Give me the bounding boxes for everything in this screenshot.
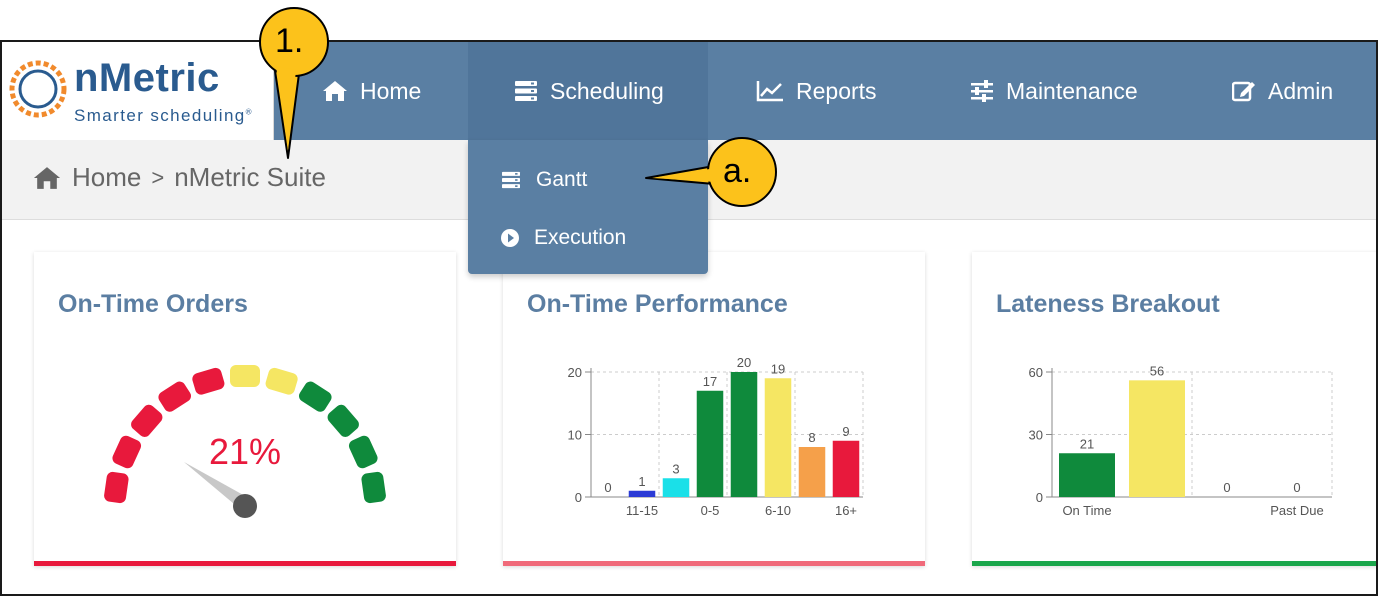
x-tick-label: 16+ <box>835 503 857 518</box>
ontime-performance-chart: 0 10 20 0 1 11-15 3 17 0-5 20 19 6-10 8 9 16+ <box>568 355 864 518</box>
scheduling-dropdown: Gantt Execution <box>468 140 708 274</box>
app-window: nMetric Smarter scheduling® Home Schedul… <box>0 40 1378 596</box>
gauge-hub <box>233 494 257 518</box>
y-tick-label: 20 <box>568 365 582 380</box>
y-tick-label: 30 <box>1029 428 1043 443</box>
y-tick-label: 0 <box>1036 490 1043 505</box>
nav-maintenance-label: Maintenance <box>1006 77 1138 104</box>
bar-value-label: 8 <box>808 430 815 445</box>
bar[interactable] <box>798 447 826 497</box>
gauge-segment <box>112 435 142 469</box>
nav-reports-label: Reports <box>796 77 877 104</box>
bar[interactable] <box>1059 453 1115 497</box>
bar[interactable] <box>730 372 758 497</box>
bar[interactable] <box>662 478 690 497</box>
play-circle-icon <box>501 229 519 247</box>
dropdown-item-gantt[interactable]: Gantt <box>500 168 587 192</box>
card-ontime-orders: On-Time Orders 21% <box>34 252 456 566</box>
breadcrumb: Home > nMetric Suite <box>32 162 326 193</box>
brand-tagline: Smarter scheduling® <box>74 106 253 125</box>
bar-value-label: 56 <box>1150 363 1164 378</box>
home-icon <box>323 81 347 101</box>
logo-ring-icon <box>9 60 67 118</box>
card-title: On-Time Orders <box>58 290 248 318</box>
nav-home[interactable]: Home <box>322 42 421 140</box>
callout-1 <box>259 7 329 159</box>
nav-maintenance[interactable]: Maintenance <box>970 42 1138 140</box>
nav-scheduling[interactable]: Scheduling <box>468 42 708 140</box>
bar-value-label: 21 <box>1080 436 1094 451</box>
brand-logo[interactable]: nMetric Smarter scheduling® <box>2 42 274 140</box>
gauge-segment <box>230 365 260 387</box>
callout-a-label: a. <box>723 152 752 190</box>
dropdown-item-execution[interactable]: Execution <box>500 226 626 250</box>
gauge-segment <box>299 381 332 412</box>
x-tick-label: On Time <box>1062 503 1111 518</box>
bar[interactable] <box>696 390 724 497</box>
x-tick-label: 6-10 <box>765 503 791 518</box>
bar[interactable] <box>1129 380 1185 497</box>
card-accent-bar <box>34 561 456 566</box>
bar-value-label: 3 <box>672 461 679 476</box>
bar[interactable] <box>832 440 860 497</box>
nav-scheduling-label: Scheduling <box>550 77 664 104</box>
top-navbar: nMetric Smarter scheduling® Home Schedul… <box>2 42 1376 140</box>
gauge-chart: 21% <box>104 365 386 518</box>
nav-admin[interactable]: Admin <box>1232 42 1333 140</box>
server-stack-icon <box>515 81 537 101</box>
bar-value-label: 1 <box>638 474 645 489</box>
gauge-segments <box>104 365 386 504</box>
bar-value-label: 0 <box>1293 480 1300 495</box>
bar-value-label: 20 <box>737 355 751 370</box>
y-tick-label: 10 <box>568 428 582 443</box>
card-accent-bar <box>503 561 925 566</box>
breadcrumb-home[interactable]: Home <box>72 162 142 192</box>
edit-icon <box>1232 81 1255 102</box>
dropdown-gantt-label: Gantt <box>536 168 588 191</box>
nav-reports[interactable]: Reports <box>756 42 877 140</box>
x-tick-label: 11-15 <box>626 503 658 518</box>
x-tick-label: Past Due <box>1270 503 1323 518</box>
gauge-segment <box>265 367 298 395</box>
card-accent-bar <box>972 561 1376 566</box>
gauge-segment <box>104 471 129 504</box>
card-title: Lateness Breakout <box>996 290 1220 318</box>
gauge-segment <box>327 404 359 437</box>
bar-value-label: 19 <box>771 361 785 376</box>
bar[interactable] <box>628 490 656 497</box>
gauge-segment <box>131 404 163 437</box>
line-chart-icon <box>756 81 783 102</box>
gauge-value: 21% <box>209 431 281 472</box>
callout-1-label: 1. <box>275 22 304 60</box>
gauge-segment <box>192 367 225 395</box>
y-tick-label: 60 <box>1029 365 1043 380</box>
server-stack-icon <box>502 171 520 189</box>
sliders-icon <box>971 80 993 102</box>
x-tick-label: 0-5 <box>701 503 720 518</box>
breadcrumb-current: nMetric Suite <box>174 162 326 192</box>
gauge-segment <box>158 381 191 412</box>
bar-value-label: 9 <box>842 424 849 439</box>
nav-home-label: Home <box>360 77 422 104</box>
card-ontime-performance: On-Time Performance 0 10 20 0 1 11-15 3 17 0-5 20… <box>503 252 925 566</box>
card-lateness-breakout: Lateness Breakout 0 30 60 21 On Time 56 0 0 Past… <box>972 252 1376 566</box>
nav-admin-label: Admin <box>1268 77 1334 104</box>
brand-name: nMetric <box>74 56 220 100</box>
gauge-segment <box>348 435 378 469</box>
card-title: On-Time Performance <box>527 290 788 318</box>
bar[interactable] <box>764 378 792 497</box>
bar-value-label: 17 <box>703 374 717 389</box>
callout-a <box>645 137 777 207</box>
breadcrumb-separator: > <box>151 164 165 190</box>
home-icon <box>33 166 61 189</box>
gauge-segment <box>361 471 386 504</box>
bar-value-label: 0 <box>604 480 611 495</box>
bar-value-label: 0 <box>1223 480 1230 495</box>
lateness-breakout-chart: 0 30 60 21 On Time 56 0 0 Past Due <box>1029 363 1333 518</box>
dropdown-execution-label: Execution <box>534 226 627 249</box>
y-tick-label: 0 <box>575 490 582 505</box>
